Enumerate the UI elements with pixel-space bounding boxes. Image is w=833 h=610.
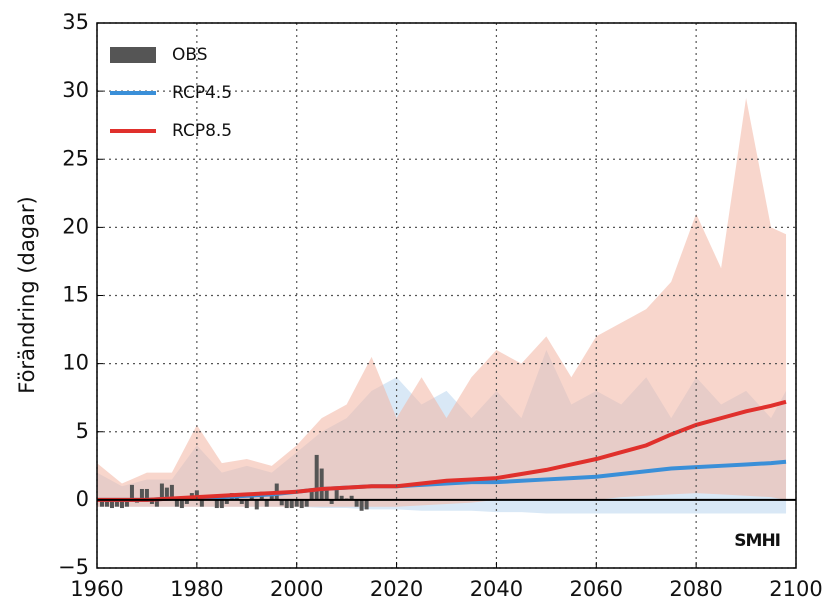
obs-bar: [99, 499, 104, 507]
x-tick-label: 1960: [70, 577, 123, 601]
legend-label: RCP4.5: [172, 83, 232, 103]
obs-bar: [109, 499, 114, 509]
y-tick-label: 25: [62, 146, 89, 170]
y-tick-label: 0: [76, 487, 89, 511]
obs-bar: [264, 499, 269, 507]
obs-bar: [214, 499, 219, 509]
obs-bar: [299, 499, 304, 509]
logo: SMHI: [734, 531, 780, 551]
obs-bar: [169, 484, 174, 500]
y-tick-label: 20: [62, 214, 89, 238]
obs-bar: [364, 499, 369, 510]
x-tick-label: 2000: [270, 577, 323, 601]
x-tick-label: 2020: [370, 577, 423, 601]
obs-bar: [239, 499, 244, 504]
obs-bar: [104, 499, 109, 507]
obs-bar: [114, 499, 119, 507]
obs-bar: [279, 499, 284, 506]
obs-bar: [334, 488, 339, 500]
obs-bar: [319, 468, 324, 500]
y-axis-label: Förändring (dagar): [15, 196, 39, 394]
obs-bar: [289, 499, 294, 509]
obs-bar: [149, 499, 154, 504]
obs-bar: [309, 491, 314, 500]
obs-bar: [144, 488, 149, 500]
obs-bar: [324, 488, 329, 500]
obs-bar: [314, 454, 319, 500]
x-tick-label: 2080: [669, 577, 722, 601]
y-tick-label: 10: [62, 351, 89, 375]
y-tick-label: 35: [62, 10, 89, 34]
legend-swatch: [110, 47, 156, 63]
obs-bar: [184, 499, 189, 504]
obs-bar: [269, 495, 274, 500]
obs-bar: [304, 499, 309, 507]
obs-bar: [224, 499, 229, 504]
obs-bar: [349, 495, 354, 500]
obs-bar: [159, 483, 164, 500]
obs-bar: [219, 499, 224, 509]
y-tick-label: 5: [76, 419, 89, 443]
range-band: [97, 97, 787, 507]
obs-bar: [154, 499, 159, 507]
obs-bar: [359, 499, 364, 511]
y-tick-label: 30: [62, 78, 89, 102]
x-tick-label: 1980: [170, 577, 223, 601]
obs-bar: [174, 499, 179, 507]
obs-bar: [199, 499, 204, 507]
plot: [97, 97, 787, 514]
obs-bar: [194, 490, 199, 500]
x-tick-label: 2060: [570, 577, 623, 601]
obs-bar: [139, 488, 144, 500]
obs-bar: [179, 499, 184, 509]
obs-bar: [129, 484, 134, 500]
obs-bar: [339, 495, 344, 500]
x-tick-label: 2100: [769, 577, 822, 601]
obs-bar: [164, 487, 169, 500]
y-tick-label: −5: [58, 555, 89, 579]
obs-bar: [254, 499, 259, 510]
obs-bar: [354, 499, 359, 507]
y-tick-label: 15: [62, 283, 89, 307]
legend-label: OBS: [172, 45, 208, 65]
legend-label: RCP8.5: [172, 121, 232, 141]
obs-bar: [244, 499, 249, 509]
obs-bar: [284, 499, 289, 509]
obs-bar: [329, 499, 334, 504]
obs-bar: [119, 499, 124, 509]
obs-bar: [124, 499, 129, 507]
x-tick-label: 2040: [470, 577, 523, 601]
